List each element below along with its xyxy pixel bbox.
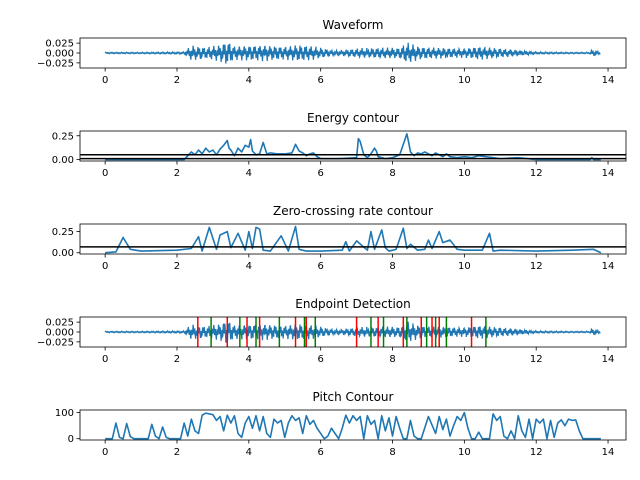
pitch-series-line <box>105 413 601 439</box>
pitch-subplot: Pitch Contour 0 2 4 6 8 10 12 14 100 0 <box>55 390 626 458</box>
pitch-xtick-label: 14 <box>602 447 615 458</box>
zcr-xtick-label: 12 <box>530 261 543 272</box>
zcr-xtick-label: 10 <box>458 261 471 272</box>
energy-xtick-label: 2 <box>174 168 180 179</box>
waveform-xtick-label: 8 <box>389 75 395 86</box>
zcr-ytick-label: 0.25 <box>52 227 74 238</box>
endpoint-series-line <box>105 322 600 343</box>
zcr-axes-frame <box>80 224 626 254</box>
pitch-xtick-label: 8 <box>389 447 395 458</box>
pitch-plot-area <box>105 413 601 439</box>
endpoint-xtick-label: 8 <box>389 354 395 365</box>
pitch-ytick-label: 0 <box>68 434 74 445</box>
endpoint-title: Endpoint Detection <box>295 297 411 311</box>
energy-ytick-label: 0.25 <box>52 131 74 142</box>
zcr-xtick-label: 6 <box>317 261 323 272</box>
waveform-xtick-label: 4 <box>246 75 252 86</box>
waveform-xtick-label: 10 <box>458 75 471 86</box>
energy-xtick-label: 0 <box>102 168 108 179</box>
pitch-xtick-label: 0 <box>102 447 108 458</box>
endpoint-plot-area <box>105 317 600 347</box>
pitch-ytick-label: 100 <box>55 408 74 419</box>
zcr-xtick-label: 2 <box>174 261 180 272</box>
zcr-ytick-label: 0.00 <box>52 248 74 259</box>
endpoint-xtick-label: 6 <box>317 354 323 365</box>
zcr-subplot: Zero-crossing rate contour 0 2 4 6 8 10 12 14 0.2… <box>52 204 626 272</box>
pitch-title: Pitch Contour <box>313 390 394 404</box>
waveform-ytick-label: −0.025 <box>37 58 74 69</box>
waveform-series-line <box>105 43 600 64</box>
energy-series-line <box>105 134 601 160</box>
zcr-xtick-label: 0 <box>102 261 108 272</box>
energy-subplot: Energy contour 0 2 4 6 8 10 12 14 0.25 0.00 <box>52 111 626 179</box>
energy-ytick-label: 0.00 <box>52 155 74 166</box>
endpoint-xtick-label: 2 <box>174 354 180 365</box>
pitch-xtick-label: 2 <box>174 447 180 458</box>
waveform-xtick-label: 2 <box>174 75 180 86</box>
waveform-xtick-label: 0 <box>102 75 108 86</box>
endpoint-xtick-label: 14 <box>602 354 615 365</box>
waveform-xtick-label: 12 <box>530 75 543 86</box>
pitch-xtick-label: 10 <box>458 447 471 458</box>
endpoint-xtick-label: 10 <box>458 354 471 365</box>
energy-xtick-label: 6 <box>317 168 323 179</box>
pitch-xtick-label: 4 <box>246 447 252 458</box>
energy-plot-area <box>80 134 626 160</box>
zcr-xtick-label: 8 <box>389 261 395 272</box>
energy-title: Energy contour <box>307 111 399 125</box>
endpoint-xtick-label: 4 <box>246 354 252 365</box>
energy-axes-frame <box>80 131 626 161</box>
zcr-xtick-label: 14 <box>602 261 615 272</box>
waveform-xtick-label: 14 <box>602 75 615 86</box>
energy-xtick-label: 10 <box>458 168 471 179</box>
endpoint-ytick-label: −0.025 <box>37 337 74 348</box>
waveform-title: Waveform <box>323 18 384 32</box>
zcr-series-line <box>105 227 601 253</box>
waveform-plot-area <box>105 43 600 64</box>
endpoint-xtick-label: 0 <box>102 354 108 365</box>
zcr-title: Zero-crossing rate contour <box>273 204 433 218</box>
energy-xtick-label: 12 <box>530 168 543 179</box>
pitch-xtick-label: 12 <box>530 447 543 458</box>
energy-xtick-label: 4 <box>246 168 252 179</box>
zcr-xtick-label: 4 <box>246 261 252 272</box>
pitch-xtick-label: 6 <box>317 447 323 458</box>
waveform-xtick-label: 6 <box>317 75 323 86</box>
energy-xtick-label: 8 <box>389 168 395 179</box>
endpoint-xtick-label: 12 <box>530 354 543 365</box>
energy-xtick-label: 14 <box>602 168 615 179</box>
zcr-plot-area <box>80 227 626 253</box>
